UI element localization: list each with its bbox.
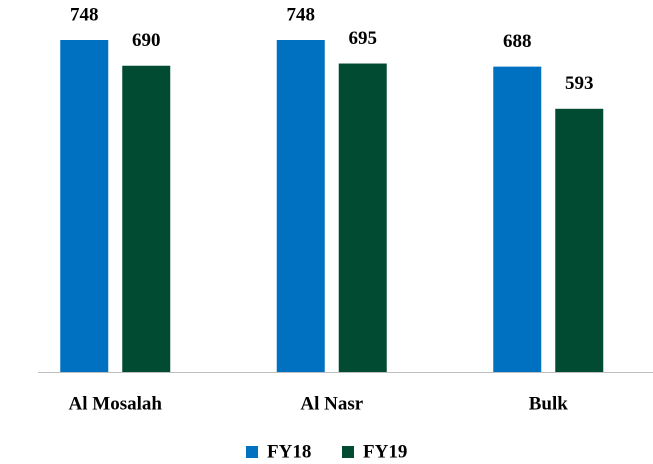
data-label: 688 bbox=[503, 31, 532, 52]
legend-label: FY19 bbox=[363, 441, 407, 462]
x-tick-label: Al Nasr bbox=[300, 393, 363, 414]
data-label: 695 bbox=[349, 28, 378, 49]
data-label: 748 bbox=[70, 4, 99, 25]
data-label: 593 bbox=[565, 73, 594, 94]
data-label: 748 bbox=[287, 4, 316, 25]
legend-swatch bbox=[342, 446, 354, 458]
bar bbox=[60, 40, 109, 372]
bar bbox=[493, 66, 542, 373]
x-tick-label: Bulk bbox=[529, 393, 569, 414]
bar bbox=[276, 40, 325, 372]
legend-label: FY18 bbox=[267, 441, 311, 462]
bar bbox=[338, 63, 387, 373]
bar bbox=[555, 108, 604, 373]
bar bbox=[122, 65, 171, 372]
x-tick-label: Al Mosalah bbox=[69, 393, 163, 414]
legend-swatch bbox=[246, 446, 258, 458]
data-label: 690 bbox=[132, 30, 161, 51]
